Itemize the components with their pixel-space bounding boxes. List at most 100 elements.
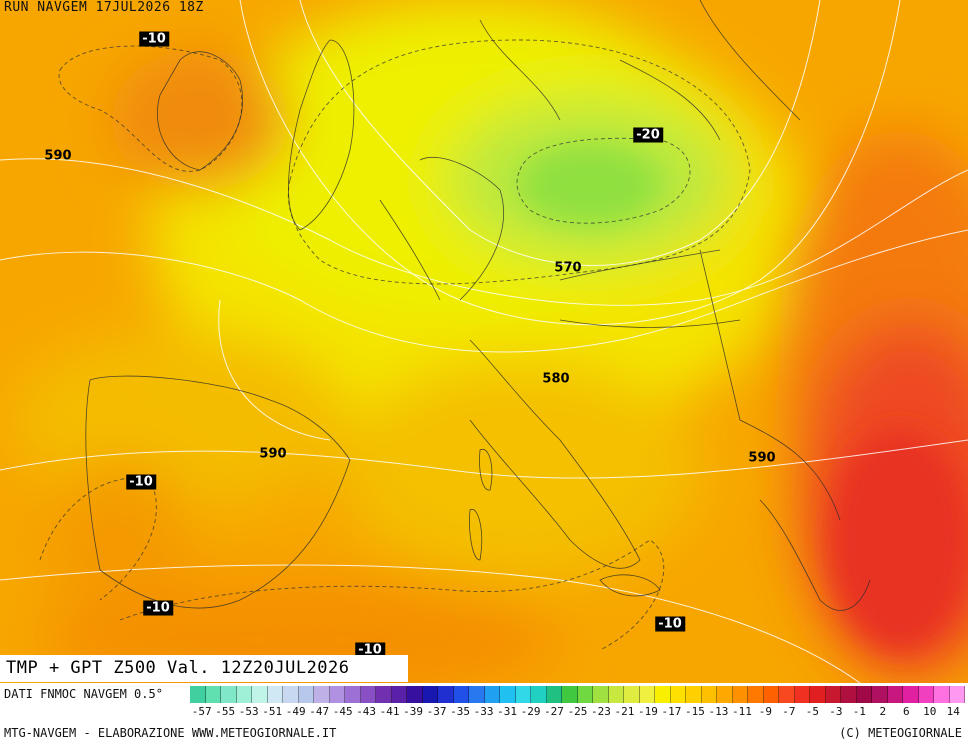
colorbar-tick-label: -55: [215, 705, 236, 718]
colorbar-swatch: [221, 686, 237, 703]
color-legend: DATI FNMOC NAVGEM 0.5° -57 -55 -53 -51 -49 -4…: [0, 683, 968, 723]
colorbar-tick-label: -57: [191, 705, 212, 718]
colorbar-swatch: [314, 686, 330, 703]
colorbar-swatch: [763, 686, 779, 703]
geopotential-label: 590: [44, 148, 72, 164]
colorbar-tick-label: -1: [852, 705, 866, 718]
geopotential-label: 580: [542, 371, 570, 387]
colorbar-swatch: [608, 686, 624, 703]
colorbar-swatch: [624, 686, 640, 703]
colorbar-tick-label: 6: [902, 705, 910, 718]
colorbar-swatch: [515, 686, 531, 703]
colorbar-tick-label: -11: [731, 705, 752, 718]
colorbar-swatch: [298, 686, 314, 703]
colorbar-swatch: [732, 686, 748, 703]
colorbar-tick-label: -15: [684, 705, 705, 718]
colorbar-tick-label: -31: [497, 705, 517, 718]
colorbar-tick-label: -25: [567, 705, 588, 718]
run-title: RUN NAVGEM 17JUL2026 18Z: [4, 0, 204, 15]
colorbar-tick-label: 14: [946, 705, 960, 718]
colorbar-tick-label: -29: [520, 705, 541, 718]
colorbar-tick-label: -5: [805, 705, 819, 718]
colorbar-swatch: [748, 686, 764, 703]
colorbar-tick-label: 10: [923, 705, 937, 718]
colorbar-tick-label: -19: [638, 705, 658, 718]
data-source-label: DATI FNMOC NAVGEM 0.5°: [4, 687, 163, 701]
field-label: TMP + GPT Z500 Val. 12Z20JUL2026: [0, 655, 408, 682]
colorbar-tick-label: -37: [426, 705, 447, 718]
colorbar-swatch: [934, 686, 950, 703]
colorbar-swatch: [701, 686, 717, 703]
colorbar-swatch: [360, 686, 376, 703]
colorbar-swatch: [670, 686, 686, 703]
colorbar-swatch: [655, 686, 671, 703]
colorbar-swatch: [949, 686, 965, 703]
temperature-label: -10: [655, 616, 685, 632]
colorbar-swatch: [810, 686, 826, 703]
colorbar-swatch: [283, 686, 299, 703]
geopotential-label: 570: [554, 260, 582, 276]
footer-credit: MTG-NAVGEM - ELABORAZIONE WWW.METEOGIORN…: [4, 726, 337, 740]
colorbar-tick-label: -35: [450, 705, 470, 718]
colorbar-tick-label: -45: [332, 705, 353, 718]
colorbar-tick-label: -41: [379, 705, 400, 718]
colorbar-swatch: [531, 686, 547, 703]
colorbar-tick-label: -47: [309, 705, 330, 718]
colorbar-swatch: [190, 686, 206, 703]
colorbar-ticks: -57 -55 -53 -51 -49 -47 -45 -43 -41 -39 -37 -35 -33-…: [190, 705, 965, 719]
colorbar-swatch: [376, 686, 392, 703]
colorbar-tick-label: -9: [758, 705, 772, 718]
colorbar-tick-label: 2: [879, 705, 887, 718]
temperature-label: -10: [355, 642, 385, 658]
colorbar-tick-label: -17: [661, 705, 682, 718]
colorbar-swatch: [794, 686, 810, 703]
colorbar-swatch: [469, 686, 485, 703]
colorbar-swatch: [500, 686, 516, 703]
colorbar-swatch: [484, 686, 500, 703]
colorbar-tick-label: -51: [262, 705, 283, 718]
colorbar-tick-label: -33: [473, 705, 494, 718]
colorbar-tick-label: -21: [614, 705, 635, 718]
colorbar-swatch: [779, 686, 795, 703]
temperature-label: -20: [633, 127, 663, 143]
colorbar-swatch: [887, 686, 903, 703]
colorbar-swatch: [236, 686, 252, 703]
colorbar-swatch: [422, 686, 438, 703]
colorbar-swatch: [903, 686, 919, 703]
colorbar-tick-label: -27: [544, 705, 564, 718]
colorbar-swatch: [546, 686, 562, 703]
colorbar-tick-label: -49: [285, 705, 306, 718]
temperature-label: -10: [126, 474, 156, 490]
colorbar-swatch: [438, 686, 454, 703]
colorbar-swatch: [453, 686, 469, 703]
footer-copyright: (C) METEOGIORNALE: [839, 726, 962, 740]
colorbar-swatch: [329, 686, 345, 703]
colorbar-tick-label: -23: [591, 705, 611, 718]
colorbar-swatch: [717, 686, 733, 703]
colorbar-swatch: [639, 686, 655, 703]
temperature-map: RUN NAVGEM 17JUL2026 18Z 590 570 580 590…: [0, 0, 968, 683]
colorbar-tick-label: -7: [782, 705, 796, 718]
colorbar-swatch: [686, 686, 702, 703]
colorbar-swatch: [593, 686, 609, 703]
map-canvas: [0, 0, 968, 683]
colorbar-tick-label: -39: [403, 705, 424, 718]
colorbar-swatch: [856, 686, 872, 703]
colorbar-swatch: [345, 686, 361, 703]
colorbar-swatch: [267, 686, 283, 703]
geopotential-label: 590: [748, 450, 776, 466]
colorbar-swatch: [825, 686, 841, 703]
colorbar-tick-label: -3: [829, 705, 843, 718]
colorbar-tick-label: -43: [356, 705, 377, 718]
colorbar-swatch: [391, 686, 407, 703]
colorbar-tick-label: -13: [708, 705, 729, 718]
temperature-label: -10: [143, 600, 173, 616]
colorbar-swatch: [872, 686, 888, 703]
colorbar-swatch: [205, 686, 221, 703]
temperature-label: -10: [139, 31, 169, 47]
colorbar-swatch: [841, 686, 857, 703]
colorbar-swatch: [562, 686, 578, 703]
colorbar-tick-label: -53: [238, 705, 259, 718]
colorbar-swatch: [252, 686, 268, 703]
colorbar: [190, 686, 965, 703]
